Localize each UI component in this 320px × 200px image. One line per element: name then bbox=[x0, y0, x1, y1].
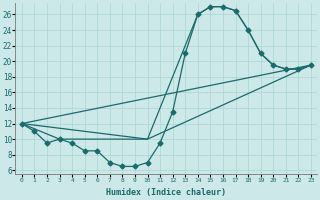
X-axis label: Humidex (Indice chaleur): Humidex (Indice chaleur) bbox=[106, 188, 226, 197]
